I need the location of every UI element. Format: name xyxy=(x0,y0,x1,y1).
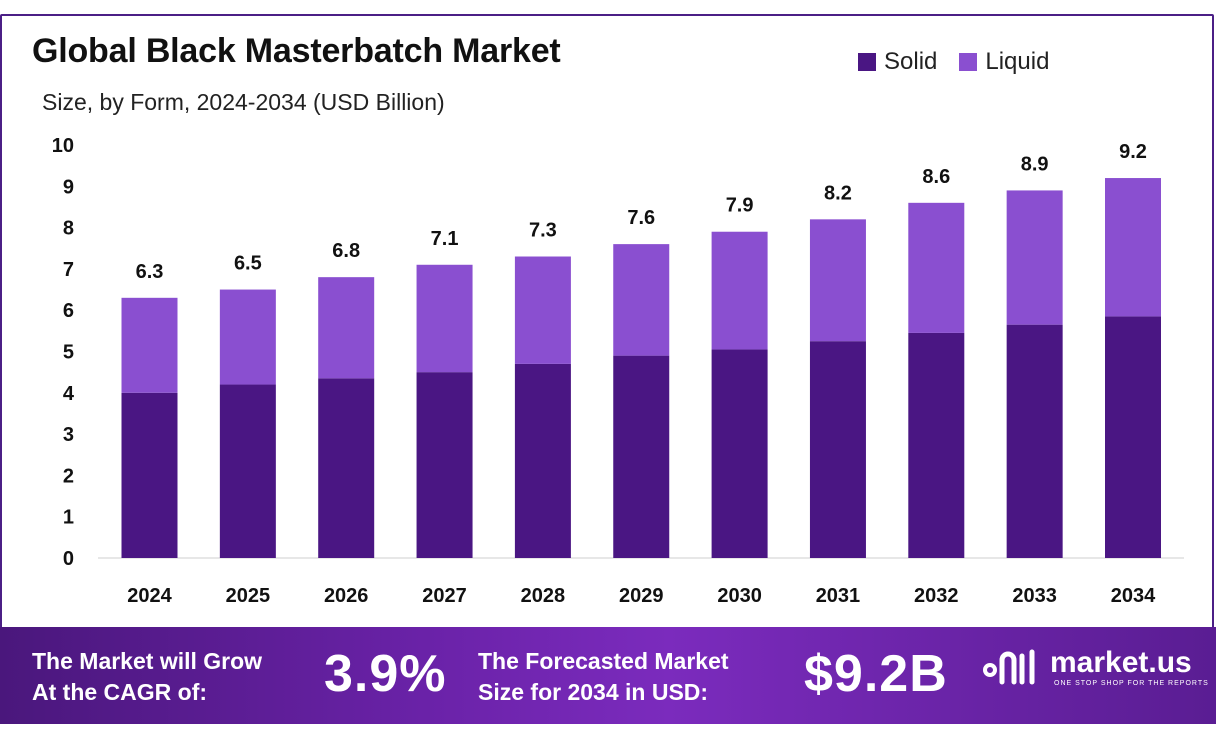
y-tick-label: 9 xyxy=(63,176,74,198)
data-label-2033: 8.9 xyxy=(1021,153,1049,175)
legend-label-solid: Solid xyxy=(884,48,938,75)
bar-solid-2032 xyxy=(908,332,965,558)
bar-solid-2025 xyxy=(219,384,276,558)
bar-solid-2033 xyxy=(1006,324,1063,558)
legend-item-solid: Solid xyxy=(858,48,937,76)
y-tick-label: 7 xyxy=(63,259,74,281)
brand-logo: market.us ONE STOP SHOP FOR THE REPORTS xyxy=(982,647,1209,689)
bar-liquid-2026 xyxy=(318,277,375,379)
data-label-2028: 7.3 xyxy=(529,220,557,242)
x-tick-label-2033: 2033 xyxy=(1012,585,1057,607)
bar-liquid-2030 xyxy=(711,231,768,350)
x-tick-label-2028: 2028 xyxy=(521,585,566,607)
data-label-2030: 7.9 xyxy=(726,195,754,217)
data-label-2026: 6.8 xyxy=(332,240,360,262)
x-tick-label-2024: 2024 xyxy=(127,585,172,607)
bar-liquid-2024 xyxy=(121,297,178,393)
bar-solid-2027 xyxy=(416,372,473,558)
legend-swatch-solid xyxy=(858,53,876,71)
bar-liquid-2031 xyxy=(809,219,866,342)
summary-banner: The Market will Grow At the CAGR of: 3.9… xyxy=(0,627,1216,724)
y-tick-label: 0 xyxy=(63,548,74,570)
bar-solid-2024 xyxy=(121,392,178,558)
cagr-value: 3.9% xyxy=(324,645,447,703)
x-tick-label-2034: 2034 xyxy=(1111,585,1156,607)
x-tick-label-2031: 2031 xyxy=(816,585,861,607)
y-tick-label: 2 xyxy=(63,465,74,487)
legend-label-liquid: Liquid xyxy=(985,48,1050,75)
data-label-2032: 8.6 xyxy=(922,166,950,188)
y-tick-label: 4 xyxy=(63,383,75,405)
bar-solid-2030 xyxy=(711,349,768,558)
brand-name: market.us xyxy=(1050,646,1192,679)
y-tick-label: 5 xyxy=(63,342,74,364)
forecast-value: $9.2B xyxy=(804,645,948,703)
legend-swatch-liquid xyxy=(959,53,978,71)
brand-text: market.us ONE STOP SHOP FOR THE REPORTS xyxy=(1050,647,1209,689)
cagr-label: The Market will Grow At the CAGR of: xyxy=(32,646,262,708)
chart-subtitle: Size, by Form, 2024-2034 (USD Billion) xyxy=(42,89,445,115)
bar-liquid-2034 xyxy=(1105,178,1161,317)
bar-liquid-2029 xyxy=(613,244,670,356)
y-tick-label: 6 xyxy=(63,300,74,322)
x-tick-label-2026: 2026 xyxy=(324,585,369,607)
legend: Solid Liquid xyxy=(858,48,1049,76)
y-tick-label: 10 xyxy=(52,135,74,157)
y-tick-label: 8 xyxy=(63,218,74,240)
bar-chart: 0 1 2 3 4 5 6 7 8 9 10 6.3 2024 6.5 2025 6.8 2026 7.1 2027… xyxy=(52,135,1184,607)
chart-title: Global Black Masterbatch Market xyxy=(32,32,561,70)
bar-liquid-2033 xyxy=(1006,190,1063,325)
forecast-label-line2: Size for 2034 in USD: xyxy=(478,679,709,705)
data-label-2025: 6.5 xyxy=(234,253,262,275)
bar-solid-2031 xyxy=(809,341,866,558)
x-tick-label-2032: 2032 xyxy=(914,585,959,607)
forecast-label: The Forecasted Market Size for 2034 in U… xyxy=(478,646,729,708)
data-label-2029: 7.6 xyxy=(627,207,655,229)
x-tick-label-2029: 2029 xyxy=(619,585,664,607)
bar-solid-2026 xyxy=(318,378,375,558)
bar-solid-2028 xyxy=(514,363,571,558)
market-us-logo-icon xyxy=(983,649,1035,685)
y-tick-label: 1 xyxy=(63,507,74,529)
brand-tagline: ONE STOP SHOP FOR THE REPORTS xyxy=(1054,680,1209,687)
data-label-2031: 8.2 xyxy=(824,182,852,204)
x-tick-label-2027: 2027 xyxy=(422,585,467,607)
bar-solid-2029 xyxy=(613,355,670,558)
bar-liquid-2028 xyxy=(514,256,571,364)
cagr-label-line1: The Market will Grow xyxy=(32,648,263,674)
bar-liquid-2027 xyxy=(416,264,473,373)
cagr-label-line2: At the CAGR of: xyxy=(32,679,208,705)
data-label-2034: 9.2 xyxy=(1119,141,1147,163)
forecast-label-line1: The Forecasted Market xyxy=(478,648,729,674)
data-label-2027: 7.1 xyxy=(431,228,459,250)
bar-liquid-2032 xyxy=(908,202,965,333)
bar-liquid-2025 xyxy=(219,289,276,385)
x-tick-label-2030: 2030 xyxy=(717,585,762,607)
x-tick-label-2025: 2025 xyxy=(226,585,271,607)
data-label-2024: 6.3 xyxy=(136,261,164,283)
y-tick-label: 3 xyxy=(63,424,74,446)
legend-item-liquid: Liquid xyxy=(959,48,1049,76)
bar-solid-2034 xyxy=(1105,316,1161,558)
